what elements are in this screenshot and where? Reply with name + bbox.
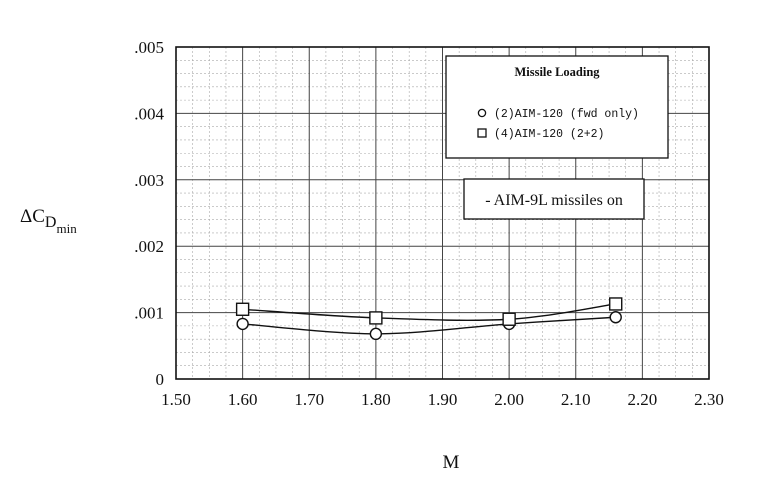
legend-box <box>445 55 669 159</box>
x-axis-tick-labels: 1.50 1.60 1.70 1.80 1.90 2.00 2.10 2.20 2.30 <box>161 390 724 409</box>
y-tick-label: .003 <box>134 171 164 190</box>
y-axis-title-main: ΔC <box>20 206 45 227</box>
y-axis-tick-labels: 0 .001 .002 .003 .004 .005 <box>134 38 164 389</box>
x-tick-label: 1.70 <box>294 390 324 409</box>
plot-area-frame <box>175 46 710 380</box>
legend-item-2plus2: (4)AIM-120 (2+2) <box>494 128 604 141</box>
y-tick-label: .005 <box>134 38 164 57</box>
y-axis-title-subsub: min <box>56 221 77 236</box>
x-tick-label: 2.10 <box>561 390 591 409</box>
y-tick-label: .002 <box>134 237 164 256</box>
x-axis-title: M <box>443 452 460 473</box>
data-point-square <box>502 312 516 326</box>
y-axis-title: ΔCDmin <box>20 206 77 236</box>
annotation-text: - AIM-9L missiles on <box>485 192 623 209</box>
y-tick-label: .004 <box>134 104 164 123</box>
series-line-2 <box>242 303 616 321</box>
x-tick-label: 1.50 <box>161 390 191 409</box>
series-layer <box>235 297 623 341</box>
x-tick-label: 1.90 <box>428 390 458 409</box>
y-tick-label: 0 <box>156 370 165 389</box>
legend-title: Missile Loading <box>514 65 600 79</box>
data-point-square <box>369 311 383 325</box>
legend: Missile Loading (2)AIM-120 (fwd only) (4… <box>445 55 669 159</box>
data-point-square <box>609 297 623 311</box>
x-tick-label: 2.20 <box>628 390 658 409</box>
x-tick-label: 2.00 <box>494 390 524 409</box>
legend-square-marker <box>477 128 487 138</box>
y-axis-title-sub: D <box>45 214 57 231</box>
data-point-circle <box>236 317 249 331</box>
x-tick-label: 1.80 <box>361 390 391 409</box>
data-point-circle <box>609 311 622 324</box>
y-tick-label: .001 <box>134 304 164 323</box>
annotation-box <box>463 178 645 220</box>
annotation: - AIM-9L missiles on <box>463 178 645 220</box>
legend-item-fwd-only: (2)AIM-120 (fwd only) <box>494 108 639 121</box>
svg-text:ΔCDmin: ΔCDmin <box>20 206 77 236</box>
data-point-circle <box>369 327 383 341</box>
series-line-1 <box>242 316 616 335</box>
data-point-square <box>235 302 250 316</box>
x-tick-label: 1.60 <box>228 390 258 409</box>
x-tick-label: 2.30 <box>694 390 724 409</box>
legend-circle-marker <box>477 108 487 118</box>
